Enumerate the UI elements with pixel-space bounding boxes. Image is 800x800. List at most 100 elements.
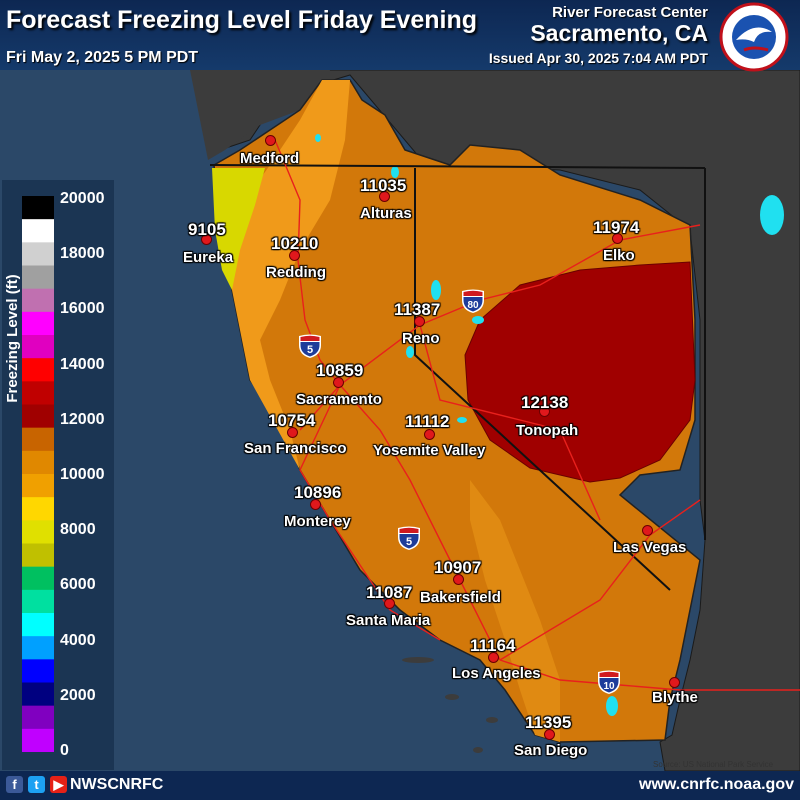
zone-coastal-orange [228,80,350,470]
facebook-icon[interactable]: f [6,776,23,793]
city-name: Redding [266,264,326,281]
footer-bar [0,771,800,800]
nws-logo-icon[interactable] [714,2,794,72]
city-marker [265,135,276,146]
city-name: Medford [240,150,300,167]
interstate-shield-icon: 5 [297,333,323,364]
legend-tick: 8000 [60,521,96,539]
zone-8000-10000 [212,168,265,290]
city-freezing-level: 10907 [434,558,482,577]
city-freezing-level: 10859 [316,361,364,380]
legend-tick: 6000 [60,576,96,594]
legend-tick: 12000 [60,410,105,428]
legend-color-step [22,682,54,707]
map-title: Forecast Freezing Level Friday Evening [6,6,477,34]
legend-colorbar [22,196,54,752]
city-marker [642,525,653,536]
city-name: Alturas [360,205,412,222]
city-marker [414,316,425,327]
legend-tick: 14000 [60,355,105,373]
city-freezing-level: 10210 [271,234,319,253]
city-freezing-level: 9105 [188,220,226,239]
city-marker [544,729,555,740]
city-freezing-level: 11387 [394,300,441,319]
legend-tick: 20000 [60,190,105,207]
city-name: Bakersfield [420,589,501,606]
legend-panel [2,180,114,770]
legend-color-step [22,427,54,452]
legend-tick: 4000 [60,631,96,649]
legend-tick: 16000 [60,300,105,318]
city-name: Eureka [183,249,234,266]
legend-color-step [22,335,54,359]
legend-color-step [22,381,54,405]
svg-text:5: 5 [406,536,412,548]
zone-12000-14000 [464,261,696,483]
city-name: Blythe [652,689,698,706]
legend-color-step [22,589,54,614]
city-name: Las Vegas [613,539,687,556]
legend-color-step [22,705,54,730]
state-borders [209,164,706,591]
city-name: Santa Maria [346,612,431,629]
city-freezing-level: 10754 [268,411,316,430]
city-name: Sacramento [296,391,382,408]
channel-islands [402,657,498,753]
office-location: Sacramento, CA [530,20,708,46]
map-credit: Source: US National Park Service [653,760,774,769]
legend-tick: 2000 [60,686,96,704]
city-marker [333,377,344,388]
svg-text:10: 10 [603,681,615,692]
city-freezing-level: 11087 [366,583,413,602]
city-name: San Diego [514,742,588,759]
city-name: Reno [402,330,440,347]
social-handle[interactable]: NWSCNRFC [70,776,164,793]
city-freezing-level: 11974 [593,218,640,237]
city-freezing-level: 11395 [525,713,572,732]
twitter-icon[interactable]: t [28,776,45,793]
city-marker [289,250,300,261]
city-marker [379,191,390,202]
legend-color-step [22,659,54,683]
legend-color-step [22,450,54,475]
city-marker [612,233,623,244]
legend-color-step [22,311,54,336]
city-freezing-level: 11112 [405,412,450,431]
lakes [315,134,784,716]
legend-color-step [22,543,54,568]
legend-color-step [22,196,54,220]
youtube-icon[interactable]: ▶ [50,776,67,793]
city-name: Tonopah [516,422,579,439]
legend-color-step [22,520,54,544]
legend-color-step [22,242,54,266]
legend-tick: 10000 [60,466,105,483]
city-marker [287,427,298,438]
legend-color-step [22,265,54,290]
office-name: River Forecast Center [552,4,708,21]
city-name: Monterey [284,513,351,530]
city-marker [669,677,680,688]
legend-color-step [22,404,54,429]
website-link[interactable]: www.cnrfc.noaa.gov [639,776,794,793]
legend-color-step [22,613,54,637]
legend-color-step [22,566,54,591]
svg-text:80: 80 [467,300,479,311]
city-name: Yosemite Valley [373,442,486,459]
legend-color-step [22,636,54,660]
city-marker [201,234,212,245]
legend-color-step [22,474,54,498]
city-freezing-level: 11164 [470,636,516,655]
legend-color-step [22,219,54,243]
legend-color-step [22,358,54,382]
legend-color-step [22,497,54,521]
city-freezing-level: 12138 [521,393,569,412]
city-name: San Francisco [244,440,347,457]
city-marker [488,652,499,663]
city-marker [453,574,464,585]
city-marker [384,598,395,609]
zone-coastal-orange-south [470,480,560,742]
city-freezing-level: 10896 [294,483,342,502]
svg-text:5: 5 [307,344,313,356]
legend-color-step [22,288,54,313]
